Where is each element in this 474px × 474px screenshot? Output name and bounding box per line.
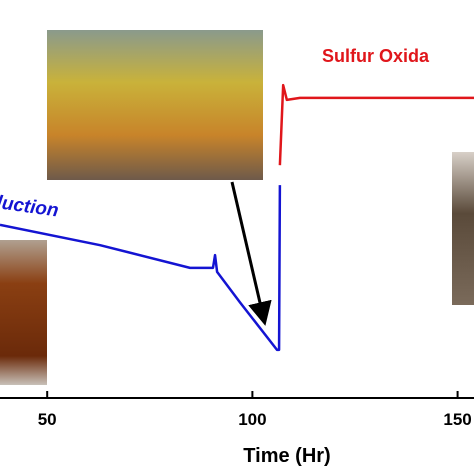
photo <box>47 30 263 180</box>
annotation: Sulfur Oxida <box>322 46 430 66</box>
arrow <box>230 181 272 326</box>
x-axis-label: Time (Hr) <box>243 445 330 467</box>
annotation: luction <box>0 192 60 221</box>
x-tick-label: 50 <box>38 410 57 429</box>
line <box>0 185 282 352</box>
x-tick-label: 100 <box>238 410 266 429</box>
photo <box>0 240 47 385</box>
photo <box>452 152 474 305</box>
line <box>278 83 474 166</box>
x-tick-label: 150 <box>443 410 471 429</box>
